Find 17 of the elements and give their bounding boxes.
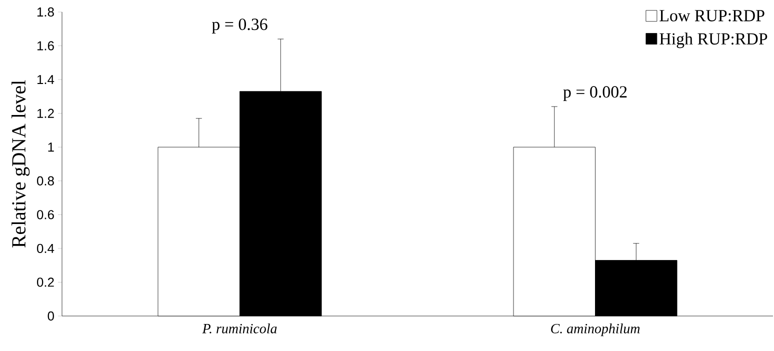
y-tick-label: 0.6: [36, 210, 54, 220]
legend-label: Low RUP:RDP: [660, 10, 764, 22]
y-tick-label: 1.2: [37, 108, 54, 118]
x-tick-label: C. aminophilum: [551, 324, 640, 336]
x-tick-label: P. ruminicola: [202, 324, 277, 334]
annotation: p = 0.36: [212, 18, 268, 34]
y-tick-label: 1.6: [37, 41, 54, 50]
y-tick-label: 0: [48, 311, 54, 321]
legend-label: High RUP:RDP: [660, 32, 768, 48]
y-tick-label: 1.8: [37, 7, 54, 17]
y-axis-title: Relative gDNA level: [12, 80, 30, 248]
y-tick-label: 0.8: [36, 176, 54, 186]
y-tick-label: 1: [48, 142, 54, 152]
y-tick-label: 0.4: [36, 244, 54, 254]
y-tick-label: 0.2: [36, 278, 54, 287]
y-tick-label: 1.4: [37, 75, 54, 84]
annotation: p = 0.002: [563, 86, 627, 102]
